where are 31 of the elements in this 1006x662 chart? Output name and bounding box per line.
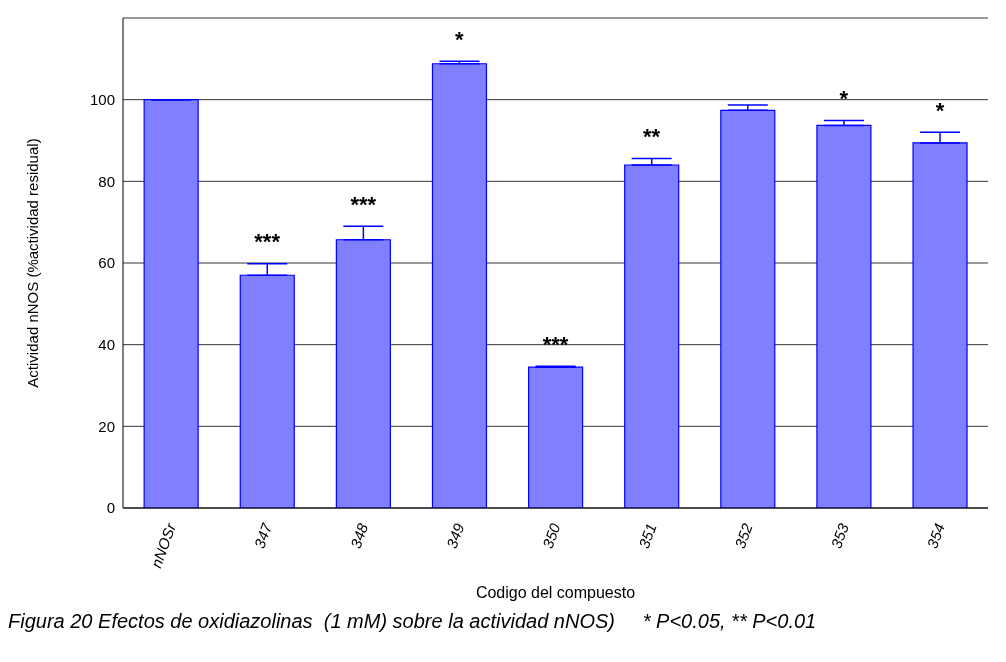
y-tick-label: 20 <box>98 417 115 435</box>
x-tick-label: 351 <box>635 521 660 551</box>
annotation: * <box>839 85 849 111</box>
x-tick-label: 348 <box>346 520 372 551</box>
bar <box>143 99 199 508</box>
bar <box>431 63 488 508</box>
bar <box>720 109 776 508</box>
x-tick-label: 350 <box>538 520 564 551</box>
x-tick-label: 353 <box>827 520 853 551</box>
y-tick-label: 0 <box>106 499 115 517</box>
bar <box>816 124 872 508</box>
annotation: *** <box>254 229 281 255</box>
y-tick-label: 80 <box>98 172 115 190</box>
y-tick-label: 100 <box>89 90 115 108</box>
x-tick-label: 354 <box>923 521 948 551</box>
x-tick-label: 347 <box>250 520 276 551</box>
x-axis-title: Codigo del compuesto <box>475 584 636 601</box>
x-tick-label: nNOSr <box>147 520 180 570</box>
x-tick-label: 352 <box>731 520 756 551</box>
annotation: * <box>455 26 465 52</box>
annotation: * <box>935 97 945 123</box>
annotation: ** <box>643 123 661 149</box>
y-axis-title: Actividad nNOS (%actividad residual) <box>24 138 42 388</box>
x-tick-label: 349 <box>442 520 468 551</box>
y-tick-label: 40 <box>98 335 115 353</box>
y-tick-label: 60 <box>98 254 115 272</box>
bar <box>624 164 680 508</box>
bar <box>912 142 968 508</box>
bar <box>527 366 584 508</box>
annotation: *** <box>350 191 377 217</box>
text: Figura 20 Efectos de oxidiazolinas (1 mM) sobre la actividad nNOS) * P<0.05, ** P<0.01 <box>8 610 818 633</box>
